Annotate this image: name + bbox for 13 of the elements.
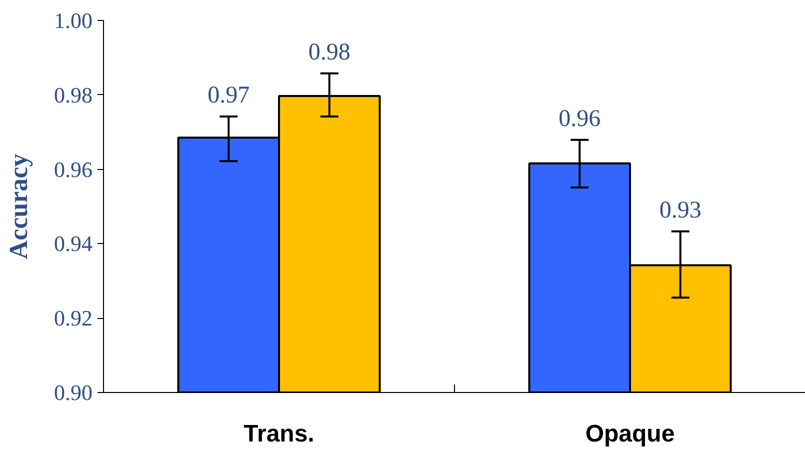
data-label: 0.98 [308, 39, 350, 66]
y-tick-label: 0.94 [54, 231, 92, 256]
x-tick-label: Opaque [585, 420, 675, 448]
data-label: 0.97 [208, 82, 250, 108]
y-tick-label: 0.92 [54, 306, 92, 331]
y-tick-label: 0.96 [54, 156, 92, 182]
data-label: 0.93 [659, 197, 702, 224]
y-tick-label: 1.00 [54, 8, 92, 33]
y-tick-label: 0.98 [54, 82, 92, 108]
y-tick-label: 0.90 [54, 380, 92, 405]
data-label: 0.96 [558, 106, 601, 132]
y-axis-title: Accuracy [4, 154, 33, 260]
x-tick-label: Trans. [244, 420, 314, 448]
